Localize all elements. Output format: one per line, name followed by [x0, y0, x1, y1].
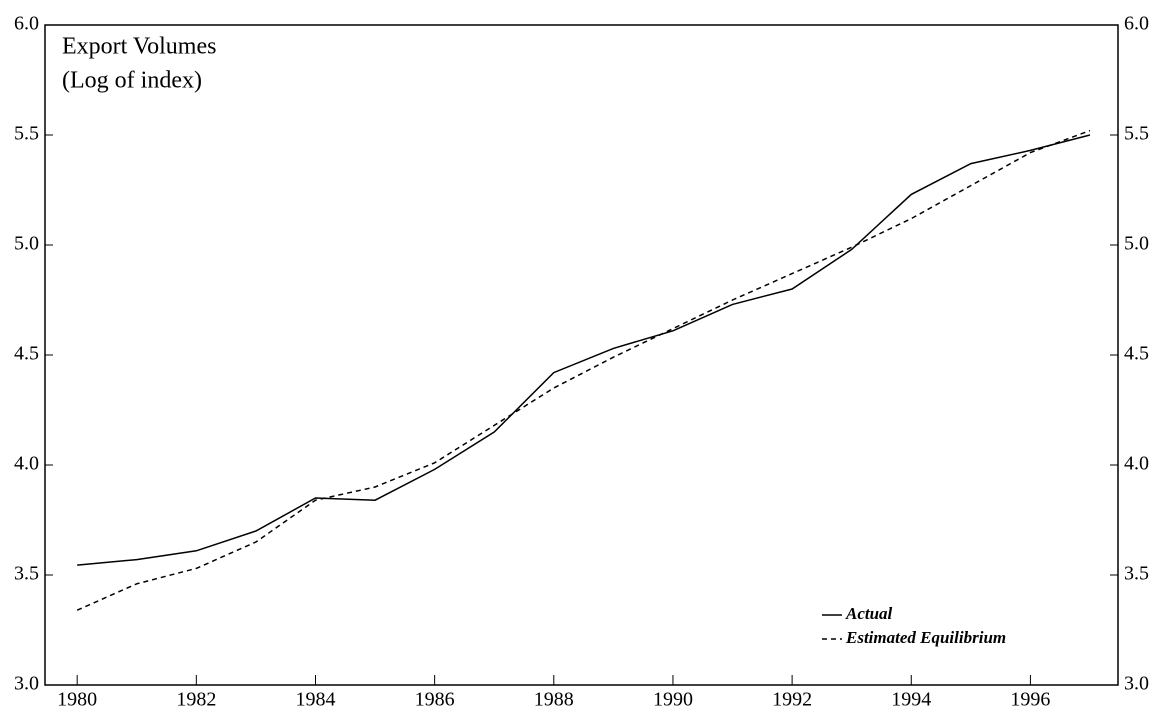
y-tick-label: 3.0 — [14, 673, 39, 695]
y2-tick-label: 5.5 — [1124, 123, 1149, 145]
y-tick-label: 5.0 — [14, 233, 39, 255]
y-tick-label: 6.0 — [14, 13, 39, 35]
x-tick-label: 1992 — [772, 689, 812, 711]
x-tick-label: 1984 — [295, 689, 335, 711]
x-tick-label: 1994 — [891, 689, 931, 711]
chart-subtitle: (Log of index) — [62, 68, 202, 94]
y2-tick-label: 3.0 — [1124, 673, 1149, 695]
x-tick-label: 1982 — [176, 689, 216, 711]
legend-label: Estimated Equilibrium — [845, 628, 1006, 647]
chart-title: Export Volumes — [62, 34, 216, 60]
y2-tick-label: 4.0 — [1124, 453, 1149, 475]
x-tick-label: 1990 — [653, 689, 693, 711]
y2-tick-label: 5.0 — [1124, 233, 1149, 255]
x-tick-label: 1996 — [1010, 689, 1050, 711]
y-tick-label: 4.0 — [14, 453, 39, 475]
data-line — [77, 134, 1091, 566]
x-tick-label: 1980 — [57, 689, 97, 711]
x-tick-label: 1988 — [534, 689, 574, 711]
data-line — [76, 129, 1091, 611]
y2-tick-label: 6.0 — [1124, 13, 1149, 35]
y-tick-label: 4.5 — [14, 343, 39, 365]
legend-label: Actual — [845, 604, 893, 623]
y-tick-label: 3.5 — [14, 563, 39, 585]
y2-tick-label: 4.5 — [1124, 343, 1149, 365]
plot-frame — [44, 24, 1119, 686]
y2-tick-label: 3.5 — [1124, 563, 1149, 585]
y-tick-label: 5.5 — [14, 123, 39, 145]
x-tick-label: 1986 — [415, 689, 455, 711]
